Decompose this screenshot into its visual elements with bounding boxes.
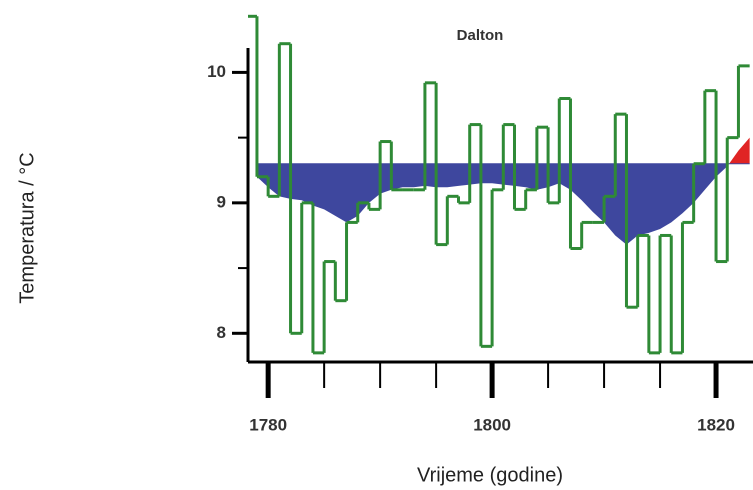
y-tick-label: 8 (217, 323, 226, 342)
y-axis-label: Temperatura / °C (16, 152, 38, 303)
x-axis-label: Vrijeme (godine) (417, 464, 563, 486)
anomaly-below (256, 163, 730, 245)
x-tick-label: 1800 (473, 415, 511, 434)
plot-area (248, 14, 750, 355)
y-tick-label: 10 (207, 62, 226, 81)
x-tick-label: 1820 (697, 415, 735, 434)
chart-title: Dalton (457, 27, 504, 44)
axes: 8 9 10 1780 1800 1820 (207, 48, 753, 434)
x-tick-label: 1780 (249, 415, 287, 434)
y-tick-label: 9 (217, 192, 226, 211)
